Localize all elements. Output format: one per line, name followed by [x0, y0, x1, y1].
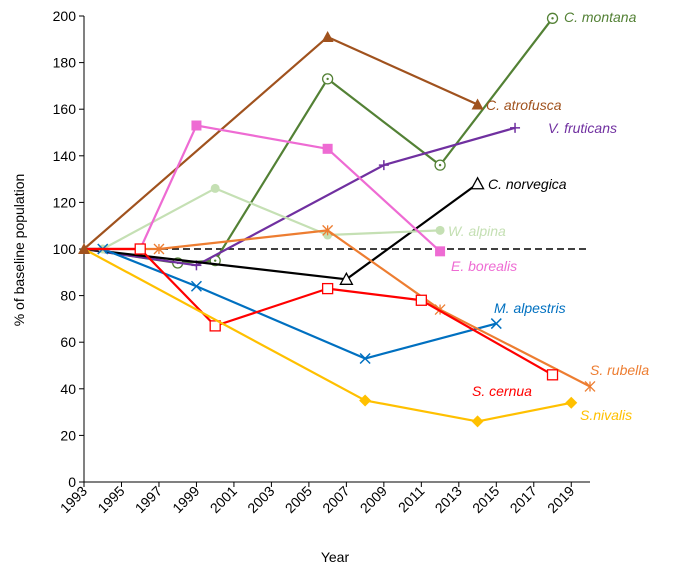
data-point-s-rubella	[153, 243, 165, 255]
y-tick-label: 80	[60, 288, 76, 304]
series-line-v-fruticans	[83, 126, 516, 267]
y-tick-label: 60	[60, 334, 76, 350]
data-point-w-alpina	[210, 183, 220, 193]
x-tick-label: 2017	[507, 483, 540, 516]
x-tick-label: 2001	[207, 483, 240, 516]
series-line-c-atrofusca	[83, 35, 479, 250]
y-tick-label: 20	[60, 427, 76, 443]
data-point-s-cernua	[134, 243, 146, 255]
data-point-s-cernua	[321, 282, 334, 295]
data-point-s-cernua	[415, 294, 427, 306]
data-point-e-borealis	[191, 120, 202, 131]
series-label-v-fruticans: V. fruticans	[548, 120, 617, 136]
data-point-c-montana	[321, 73, 334, 85]
data-point-c-atrofusca	[471, 98, 484, 110]
data-point-m-alpestris	[359, 352, 371, 365]
data-point-c-norvegica	[470, 176, 485, 190]
data-point-m-alpestris	[490, 318, 502, 330]
series-label-c-montana: C. montana	[564, 9, 637, 25]
y-tick-label: 200	[53, 8, 77, 24]
series-s-nivalis: S.nivalis	[83, 248, 632, 423]
x-tick-label: 2013	[432, 483, 465, 516]
x-tick-label: 1999	[169, 483, 202, 516]
x-tick-label: 1995	[94, 483, 127, 516]
data-point-s-nivalis	[565, 396, 578, 409]
series-label-s-cernua: S. cernua	[472, 383, 532, 399]
x-tick-label: 1997	[132, 483, 165, 516]
data-point-m-alpestris	[190, 280, 202, 292]
data-point-c-montana	[434, 159, 446, 171]
y-tick-label: 180	[53, 55, 77, 71]
x-tick-label: 2019	[544, 483, 577, 516]
y-axis-title: % of baseline population	[11, 174, 27, 327]
series-label-s-nivalis: S.nivalis	[580, 407, 632, 423]
data-point-e-borealis	[322, 143, 333, 154]
data-point-w-alpina	[435, 225, 445, 235]
y-tick-label: 100	[53, 241, 77, 257]
data-point-c-atrofusca	[321, 30, 334, 42]
data-point-s-rubella	[322, 224, 334, 236]
data-point-e-borealis	[435, 246, 446, 257]
x-tick-label: 2005	[282, 483, 315, 516]
series-line-w-alpina	[84, 187, 441, 251]
y-tick-label: 140	[53, 148, 77, 164]
series-w-alpina: W. alpina	[84, 187, 506, 251]
series-label-c-norvegica: C. norvegica	[488, 176, 567, 192]
data-point-v-fruticans	[378, 160, 389, 171]
y-tick-label: 120	[53, 194, 77, 210]
data-point-origin	[78, 243, 90, 254]
series-label-s-rubella: S. rubella	[590, 362, 649, 378]
series-line-m-alpestris	[84, 247, 497, 360]
series-label-m-alpestris: M. alpestris	[494, 300, 566, 316]
x-tick-label: 1993	[57, 483, 90, 516]
series-s-cernua: S. cernua	[84, 247, 554, 399]
data-point-s-rubella	[584, 381, 596, 392]
data-point-s-cernua	[546, 369, 559, 381]
x-tick-label: 2011	[395, 483, 428, 516]
data-point-c-norvegica	[339, 271, 354, 285]
y-tick-label: 40	[60, 381, 76, 397]
data-point-s-nivalis	[359, 394, 372, 407]
y-tick-label: 160	[53, 101, 77, 117]
series-v-fruticans: V. fruticans	[83, 120, 617, 267]
series-label-c-atrofusca: C. atrofusca	[486, 97, 562, 113]
series-label-w-alpina: W. alpina	[448, 223, 506, 239]
series-line-s-nivalis	[83, 248, 572, 423]
y-tick-label: 0	[68, 474, 76, 490]
data-point-c-montana	[546, 12, 559, 24]
series-label-e-borealis: E. borealis	[451, 258, 517, 274]
data-point-s-nivalis	[471, 415, 484, 428]
series-line-s-cernua	[84, 247, 554, 376]
data-point-v-fruticans	[510, 122, 521, 133]
x-axis-title: Year	[321, 549, 350, 565]
x-tick-label: 2003	[244, 483, 277, 516]
x-tick-label: 2009	[357, 483, 390, 516]
x-tick-label: 2015	[469, 483, 502, 516]
plot-area: 0 20 40 60 80 100 120 140 160 180 200 1993 1995 1997 1…	[53, 8, 650, 516]
x-tick-label: 2007	[319, 483, 352, 516]
